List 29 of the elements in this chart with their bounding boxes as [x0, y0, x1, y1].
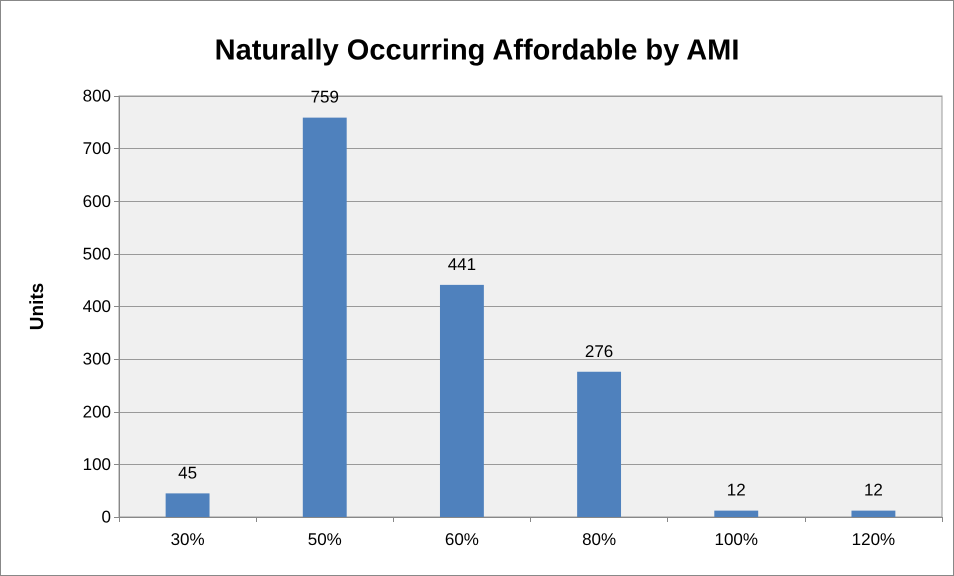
bar: [577, 372, 622, 517]
data-label: 12: [726, 480, 746, 500]
y-tick-label: 800: [82, 86, 111, 106]
chart-title: Naturally Occurring Affordable by AMI: [214, 34, 740, 66]
x-tick-label: 120%: [852, 530, 896, 549]
x-tick-label: 30%: [170, 530, 205, 549]
data-label: 759: [310, 88, 339, 107]
bar: [302, 118, 347, 517]
data-label: 276: [584, 342, 614, 361]
x-tick-label: 80%: [582, 530, 616, 549]
bar: [714, 510, 758, 517]
x-tick-label: 100%: [714, 530, 758, 549]
y-tick-label: 700: [82, 139, 111, 158]
y-axis-title: Units: [27, 282, 48, 330]
y-tick-label: 100: [82, 454, 111, 474]
y-tick-label: 400: [82, 297, 111, 316]
y-tick-label: 300: [82, 350, 111, 369]
x-tick-label: 60%: [444, 530, 479, 549]
y-tick-label: 500: [82, 244, 111, 264]
data-label: 12: [864, 480, 883, 500]
y-tick-label: 0: [102, 508, 111, 526]
bar: [440, 284, 484, 517]
y-tick-label: 600: [82, 192, 111, 211]
bar: [851, 510, 896, 517]
y-tick-label: 200: [82, 402, 111, 422]
x-tick-label: 50%: [308, 530, 342, 549]
data-label: 441: [448, 254, 476, 274]
data-label: 45: [178, 463, 198, 482]
bar: [166, 493, 210, 517]
